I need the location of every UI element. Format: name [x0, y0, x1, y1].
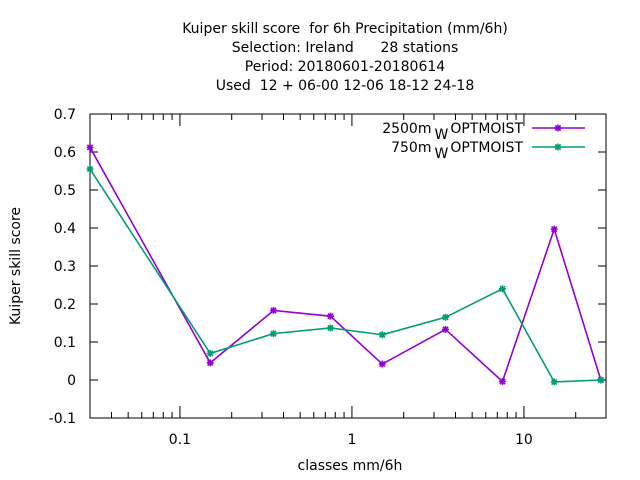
chart-title: Kuiper skill score for 6h Precipitation …: [182, 21, 508, 94]
y-tick-label: 0.5: [54, 183, 76, 199]
series-line-750m: [89, 168, 601, 383]
legend-marker: [554, 143, 562, 151]
data-point: [326, 312, 334, 320]
x-axis-label: classes mm/6h: [298, 458, 403, 474]
data-point: [597, 376, 605, 384]
series-group: [86, 143, 605, 386]
data-point: [498, 285, 506, 293]
x-tick-label: 10: [515, 432, 533, 448]
data-point: [270, 330, 278, 338]
x-axis: 0.1 1 10: [89, 114, 607, 448]
legend-label: 2500m W OPTMOIST: [382, 121, 523, 143]
x-tick-label: 1: [347, 432, 356, 448]
title-line: Kuiper skill score for 6h Precipitation …: [182, 21, 508, 37]
y-tick-label: 0.6: [54, 145, 76, 161]
y-tick-label: -0.1: [49, 411, 76, 427]
data-point: [378, 360, 386, 368]
data-point: [270, 306, 278, 314]
legend-series-suffix: OPTMOIST: [450, 140, 523, 156]
data-point: [442, 325, 450, 333]
series-line-2500m: [89, 147, 602, 383]
data-point: [326, 324, 334, 332]
plot-frame: [89, 113, 607, 419]
legend-marker: [554, 124, 562, 132]
y-axis: -0.1 0 0.1 0.2 0.3 0.4 0.5 0.6 0.7: [49, 107, 606, 427]
y-tick-label: 0.4: [54, 221, 76, 237]
data-point: [442, 313, 450, 321]
x-tick-label: 0.1: [169, 432, 191, 448]
legend-series-suffix: OPTMOIST: [450, 121, 523, 137]
legend-series-subscript: W: [434, 146, 448, 162]
legend-series-name: 750m: [391, 140, 431, 156]
title-line: Selection: Ireland 28 stations: [232, 40, 459, 56]
y-tick-label: 0.1: [54, 335, 76, 351]
data-point: [206, 349, 214, 357]
data-point: [86, 165, 94, 173]
data-point: [550, 378, 558, 386]
y-tick-label: 0: [67, 373, 76, 389]
y-tick-label: 0.7: [54, 107, 76, 123]
data-point: [498, 378, 506, 386]
data-point: [378, 331, 386, 339]
legend-item: 2500m W OPTMOIST: [382, 121, 585, 143]
title-line: Used 12 + 06-00 12-06 18-12 24-18: [216, 78, 474, 94]
title-line: Period: 20180601-20180614: [245, 59, 445, 75]
data-point: [550, 225, 558, 233]
y-tick-label: 0.3: [54, 259, 76, 275]
legend-series-subscript: W: [434, 127, 448, 143]
y-axis-label: Kuiper skill score: [8, 207, 24, 325]
data-point: [206, 359, 214, 367]
data-point: [86, 143, 94, 151]
y-tick-label: 0.2: [54, 297, 76, 313]
legend-series-name: 2500m: [382, 121, 431, 137]
legend-label: 750m W OPTMOIST: [391, 140, 523, 162]
legend-item: 750m W OPTMOIST: [391, 140, 585, 162]
